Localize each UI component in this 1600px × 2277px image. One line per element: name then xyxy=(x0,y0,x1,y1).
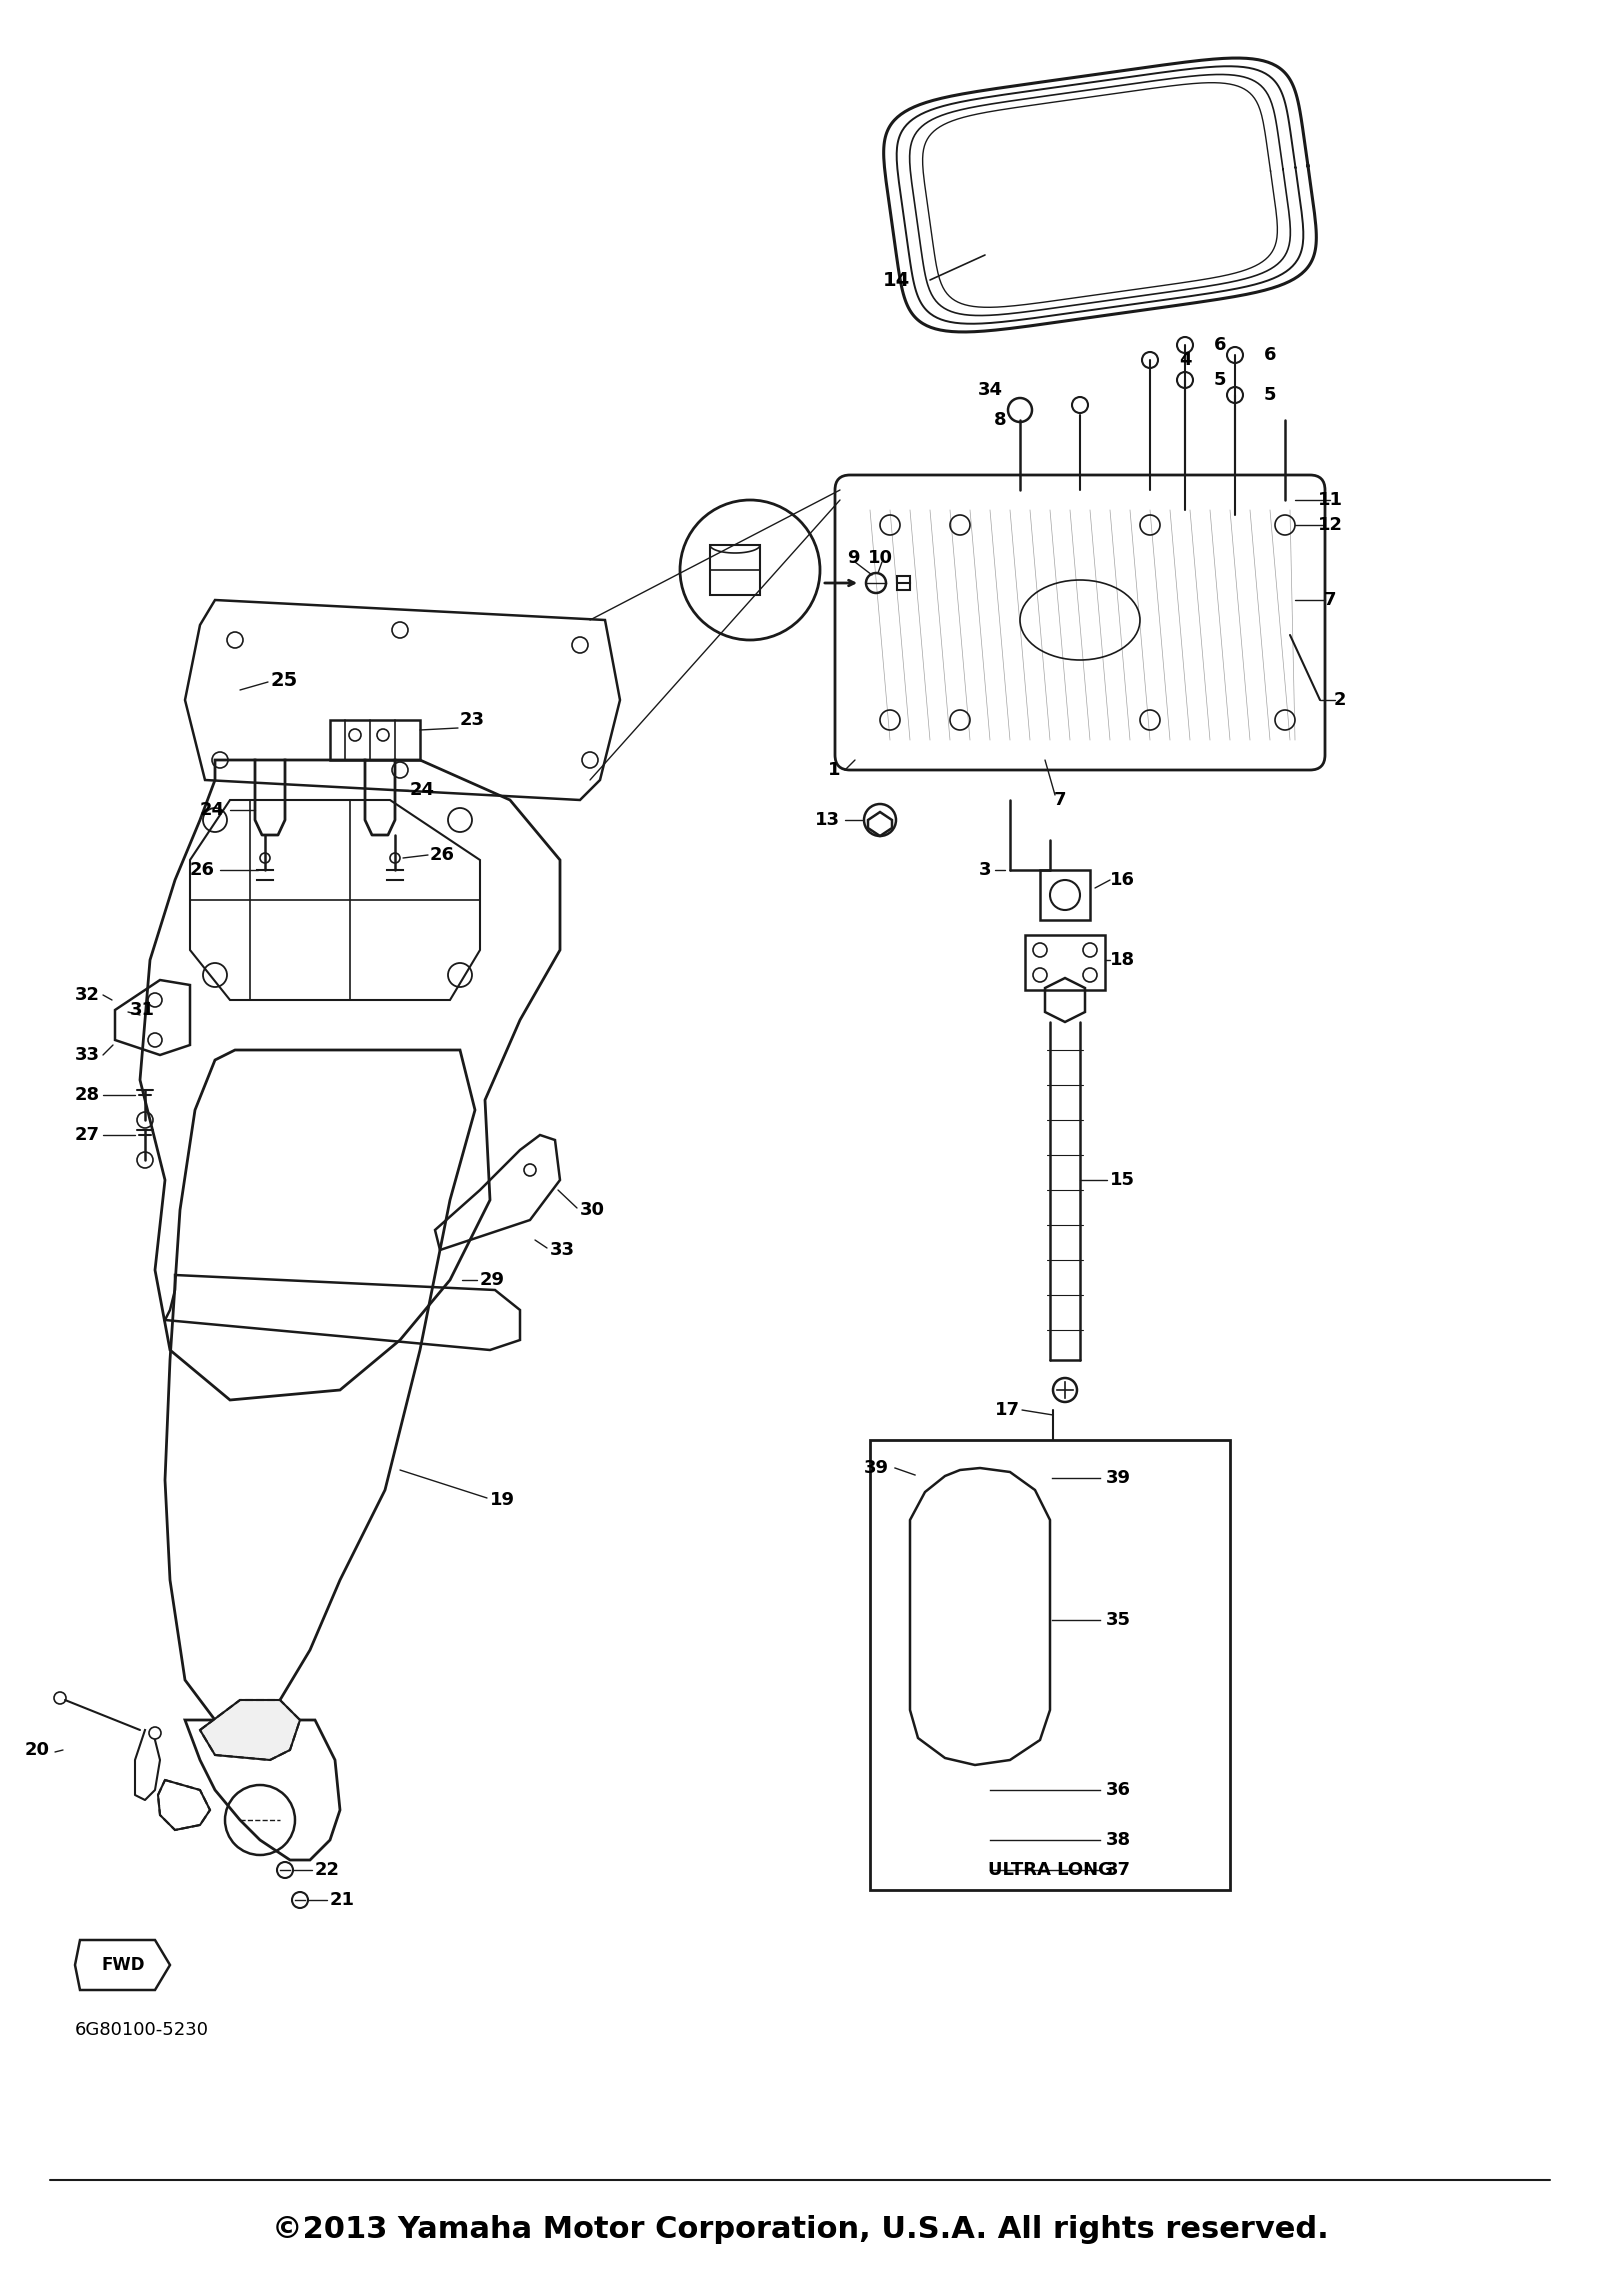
Text: 24: 24 xyxy=(410,781,435,799)
Text: 11: 11 xyxy=(1317,492,1342,510)
Text: 33: 33 xyxy=(75,1045,99,1063)
Text: 35: 35 xyxy=(1106,1612,1131,1628)
Text: 27: 27 xyxy=(75,1127,99,1143)
Text: 16: 16 xyxy=(1110,872,1134,888)
Text: ULTRA LONG: ULTRA LONG xyxy=(987,1860,1112,1879)
Text: 32: 32 xyxy=(75,986,99,1004)
Text: 36: 36 xyxy=(1106,1781,1131,1799)
Text: 21: 21 xyxy=(330,1890,355,1908)
Text: 23: 23 xyxy=(461,710,485,729)
Text: 30: 30 xyxy=(579,1200,605,1218)
Text: 34: 34 xyxy=(978,380,1003,398)
Text: 38: 38 xyxy=(1106,1831,1131,1849)
Circle shape xyxy=(680,501,819,640)
Text: 29: 29 xyxy=(480,1271,506,1289)
Text: 9: 9 xyxy=(846,549,859,567)
Text: 26: 26 xyxy=(430,847,454,863)
Text: ©2013 Yamaha Motor Corporation, U.S.A. All rights reserved.: ©2013 Yamaha Motor Corporation, U.S.A. A… xyxy=(272,2216,1328,2245)
Text: 18: 18 xyxy=(1110,952,1134,970)
Text: 10: 10 xyxy=(867,549,893,567)
Text: 1: 1 xyxy=(827,761,840,779)
Text: 22: 22 xyxy=(315,1860,339,1879)
Text: 17: 17 xyxy=(995,1400,1021,1419)
Text: 25: 25 xyxy=(270,669,298,690)
Text: 6G80100-5230: 6G80100-5230 xyxy=(75,2022,210,2038)
Text: 7: 7 xyxy=(1054,790,1066,808)
Text: 37: 37 xyxy=(1106,1860,1131,1879)
Text: 8: 8 xyxy=(994,412,1006,428)
Text: 26: 26 xyxy=(190,861,214,879)
Text: 39: 39 xyxy=(1106,1469,1131,1487)
Polygon shape xyxy=(910,1469,1050,1765)
Text: 28: 28 xyxy=(75,1086,99,1104)
Bar xyxy=(870,1439,1230,1890)
Text: 4: 4 xyxy=(1179,351,1192,369)
Text: 3: 3 xyxy=(979,861,992,879)
Text: 14: 14 xyxy=(883,271,910,289)
Text: 20: 20 xyxy=(26,1742,50,1760)
Text: 6: 6 xyxy=(1214,337,1226,353)
Text: 15: 15 xyxy=(1110,1170,1134,1189)
Polygon shape xyxy=(200,1701,301,1760)
Text: 39: 39 xyxy=(864,1460,890,1478)
Text: 13: 13 xyxy=(814,811,840,829)
Text: FWD: FWD xyxy=(101,1956,144,1974)
Text: 31: 31 xyxy=(130,1002,155,1020)
Text: 12: 12 xyxy=(1317,517,1342,535)
Text: 33: 33 xyxy=(550,1241,574,1259)
Text: 19: 19 xyxy=(490,1491,515,1510)
Text: 5: 5 xyxy=(1264,387,1277,403)
Text: 5: 5 xyxy=(1214,371,1226,389)
Text: 6: 6 xyxy=(1264,346,1277,364)
Text: 24: 24 xyxy=(200,802,226,820)
Text: 7: 7 xyxy=(1323,592,1336,608)
Text: 2: 2 xyxy=(1334,690,1346,708)
